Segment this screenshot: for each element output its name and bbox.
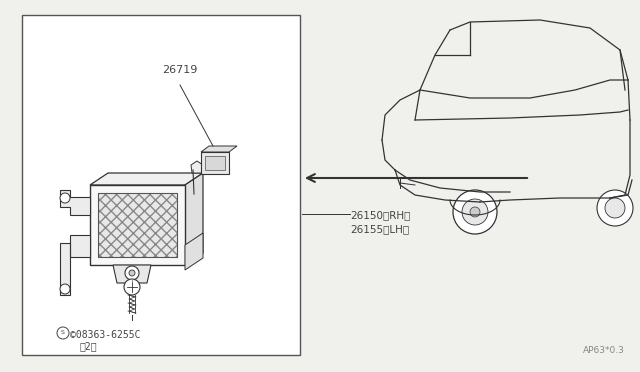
Polygon shape	[113, 265, 151, 283]
Bar	[205, 156, 225, 170]
Circle shape	[462, 199, 488, 225]
Bar	[98, 193, 177, 257]
Polygon shape	[185, 233, 203, 270]
Text: 26155〈LH〉: 26155〈LH〉	[350, 224, 409, 234]
Text: S: S	[61, 330, 65, 336]
Circle shape	[125, 266, 139, 280]
Bar	[22, 15, 300, 355]
Polygon shape	[90, 173, 203, 185]
Text: 26150〈RH〉: 26150〈RH〉	[350, 210, 410, 220]
Polygon shape	[60, 190, 90, 215]
Circle shape	[453, 190, 497, 234]
Text: AP63*0.3: AP63*0.3	[583, 346, 625, 355]
Polygon shape	[60, 235, 90, 295]
Circle shape	[597, 190, 633, 226]
Bar	[201, 152, 229, 174]
Polygon shape	[185, 173, 203, 265]
Circle shape	[605, 198, 625, 218]
Polygon shape	[201, 146, 237, 152]
Bar	[98, 193, 177, 257]
Text: 26719: 26719	[163, 65, 198, 75]
Polygon shape	[90, 185, 185, 265]
Circle shape	[60, 193, 70, 203]
Polygon shape	[191, 161, 203, 173]
Text: 〈2）: 〈2）	[80, 341, 98, 351]
Text: ©08363-6255C: ©08363-6255C	[70, 330, 141, 340]
Circle shape	[124, 279, 140, 295]
Bar	[98, 193, 177, 257]
Circle shape	[60, 284, 70, 294]
Circle shape	[129, 270, 135, 276]
Circle shape	[470, 207, 480, 217]
